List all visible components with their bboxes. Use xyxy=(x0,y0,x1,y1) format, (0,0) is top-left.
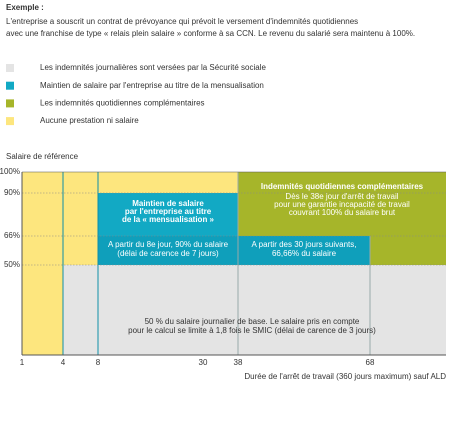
x-label: 8 xyxy=(96,358,101,367)
x-label: 1 xyxy=(20,358,25,367)
region-labels: Maintien de salaire par l'entreprise au … xyxy=(108,182,424,335)
secu-line: pour le calcul se limite à 1,8 fois le S… xyxy=(128,326,376,335)
palier2-line: A partir des 30 jours suivants, xyxy=(252,240,357,249)
legend-swatch xyxy=(6,81,14,90)
maintien-title: par l'entreprise au titre xyxy=(125,207,212,216)
y-axis-title: Salaire de référence xyxy=(6,152,79,161)
secu-area xyxy=(63,265,446,355)
palier1-line: A partir du 8e jour, 90% du salaire xyxy=(108,240,229,249)
x-label: 38 xyxy=(234,358,243,367)
y-label: 66% xyxy=(4,231,20,240)
secu-line: 50 % du salaire journalier de base. Le s… xyxy=(145,317,360,326)
legend-swatch xyxy=(6,117,14,126)
x-label: 68 xyxy=(366,358,375,367)
intro-line: L'entreprise a souscrit un contrat de pr… xyxy=(6,17,358,26)
indemnites-line: couvrant 100% du salaire brut xyxy=(289,208,396,217)
day-lines xyxy=(62,172,371,355)
indemnites-title: Indemnités quotidiennes complémentaires xyxy=(261,182,424,191)
y-label: 100% xyxy=(0,167,20,176)
indemnites-area xyxy=(238,172,446,236)
intro-title: Exemple : xyxy=(6,3,44,12)
indemnites-line: Dès le 38e jour d'arrêt de travail xyxy=(285,192,398,201)
y-label: 50% xyxy=(4,260,20,269)
x-label: 4 xyxy=(61,358,66,367)
maintien-area xyxy=(98,193,238,236)
x-label: 30 xyxy=(199,358,208,367)
palier-area xyxy=(98,236,370,265)
maintien-title: de la « mensualisation » xyxy=(122,215,215,224)
legend-label: Maintien de salaire par l'entreprise au … xyxy=(40,81,264,90)
legend-label: Les indemnités journalières sont versées… xyxy=(40,63,266,72)
legend-swatch xyxy=(6,64,14,72)
legend-swatch xyxy=(6,99,14,108)
intro-line: avec une franchise de type « relais plei… xyxy=(6,29,415,38)
palier2-line: 66,66% du salaire xyxy=(272,249,337,258)
indemnites-area xyxy=(370,236,446,265)
legend: Les indemnités journalières sont versées… xyxy=(6,63,266,125)
y-label: 90% xyxy=(4,188,20,197)
palier1-line: (délai de carence de 7 jours) xyxy=(117,249,219,258)
chart: 100% 90% 66% 50% 1 4 8 30 38 68 Durée de… xyxy=(0,167,446,381)
legend-label: Aucune prestation ni salaire xyxy=(40,116,139,125)
x-axis-title: Durée de l'arrêt de travail (360 jours m… xyxy=(244,372,446,381)
legend-label: Les indemnités quotidiennes complémentai… xyxy=(40,99,205,108)
maintien-title: Maintien de salaire xyxy=(132,199,204,208)
indemnites-line: pour une garantie incapacité de travail xyxy=(274,200,410,209)
